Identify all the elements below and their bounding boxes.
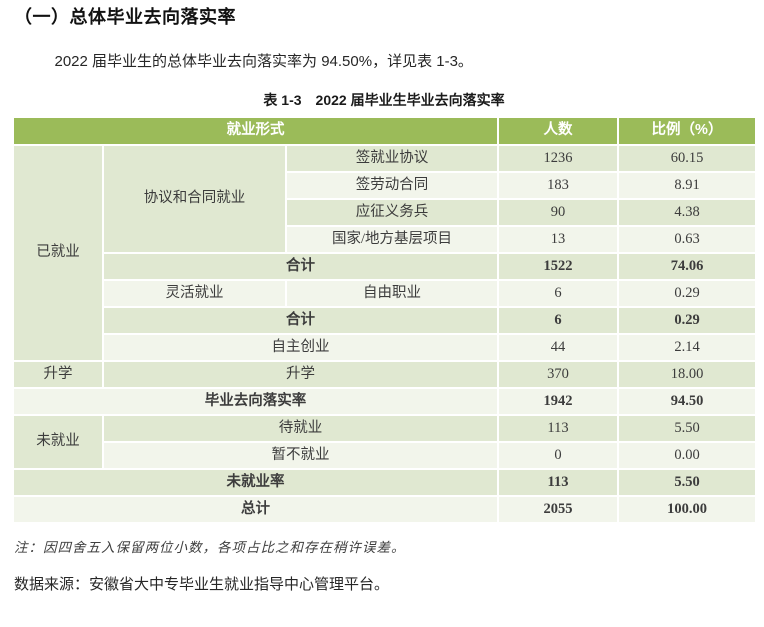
data-source-line: 数据来源：安徽省大中专毕业生就业指导中心管理平台。 [14,576,390,594]
table-row-military: 应征义务兵 90 4.38 [13,198,757,228]
ratio-cell: 74.06 [617,252,757,282]
item-cell: 合计 [102,306,499,336]
employment-outcome-table: 就业形式 人数 比例（%） 已就业 协议和合同就业 签就业协议 1236 60.… [12,116,757,525]
count-cell: 0 [497,441,619,471]
section-title: （一）总体毕业去向落实率 [14,7,236,27]
item-cell: 毕业去向落实率 [12,387,499,417]
subcategory-cell-flexible: 灵活就业 [102,279,287,309]
ratio-cell: 60.15 [617,144,757,174]
item-cell: 未就业率 [12,468,499,498]
item-cell: 国家/地方基层项目 [285,225,499,255]
ratio-cell: 94.50 [617,387,757,417]
table-row-flexible-subtotal: 合计 6 0.29 [13,306,757,336]
count-cell: 1522 [497,252,619,282]
table-row-grand-total: 总计 2055 100.00 [12,495,757,525]
count-cell: 370 [497,360,619,390]
ratio-cell: 5.50 [617,414,757,444]
count-cell: 183 [497,171,619,201]
count-cell: 2055 [497,495,619,525]
category-cell-further-study: 升学 [12,360,104,390]
count-cell: 113 [497,414,619,444]
item-cell: 自主创业 [102,333,499,363]
table-row-destination-rate: 毕业去向落实率 1942 94.50 [12,387,757,417]
item-cell: 自由职业 [285,279,499,309]
table-row-further-study: 升学 升学 370 18.00 [12,360,757,390]
item-cell: 签就业协议 [285,144,499,174]
table-row-labor-contract: 签劳动合同 183 8.91 [13,171,757,201]
item-cell: 应征义务兵 [285,198,499,228]
table-row-self-employment: 自主创业 44 2.14 [13,333,757,363]
table-row-contract-subtotal: 合计 1522 74.06 [13,252,757,282]
header-count: 人数 [497,116,619,147]
category-cell-employed: 已就业 [12,144,104,363]
count-cell: 90 [497,198,619,228]
item-cell: 签劳动合同 [285,171,499,201]
ratio-cell: 0.29 [617,279,757,309]
table-header-row: 就业形式 人数 比例（%） [12,116,757,147]
table-caption: 表 1-3 2022 届毕业生毕业去向落实率 [263,92,505,109]
intro-paragraph: 2022 届毕业生的总体毕业去向落实率为 94.50%，详见表 1-3。 [54,53,473,71]
header-ratio: 比例（%） [617,116,757,147]
table-row-grassroots-project: 国家/地方基层项目 13 0.63 [13,225,757,255]
item-cell: 总计 [12,495,499,525]
header-employment-form: 就业形式 [12,116,499,147]
item-cell: 暂不就业 [102,441,499,471]
count-cell: 6 [497,279,619,309]
ratio-cell: 0.29 [617,306,757,336]
table-row-not-seeking: 暂不就业 0 0.00 [13,441,757,471]
count-cell: 6 [497,306,619,336]
rounding-note: 注：因四舍五入保留两位小数，各项占比之和存在稍许误差。 [14,540,406,556]
item-cell: 待就业 [102,414,499,444]
table-row-freelance: 灵活就业 自由职业 6 0.29 [13,279,757,309]
ratio-cell: 4.38 [617,198,757,228]
table-row-awaiting-employment: 未就业 待就业 113 5.50 [12,414,757,471]
category-cell-unemployed: 未就业 [12,414,104,471]
count-cell: 44 [497,333,619,363]
ratio-cell: 0.63 [617,225,757,255]
count-cell: 1942 [497,387,619,417]
ratio-cell: 8.91 [617,171,757,201]
item-cell: 合计 [102,252,499,282]
ratio-cell: 18.00 [617,360,757,390]
ratio-cell: 0.00 [617,441,757,471]
ratio-cell: 2.14 [617,333,757,363]
ratio-cell: 100.00 [617,495,757,525]
count-cell: 13 [497,225,619,255]
subcategory-cell-contract: 协议和合同就业 [102,144,287,255]
count-cell: 1236 [497,144,619,174]
item-cell: 升学 [102,360,499,390]
ratio-cell: 5.50 [617,468,757,498]
count-cell: 113 [497,468,619,498]
table-row-unemployment-rate: 未就业率 113 5.50 [12,468,757,498]
table-row-sign-agreement: 已就业 协议和合同就业 签就业协议 1236 60.15 [12,144,757,363]
